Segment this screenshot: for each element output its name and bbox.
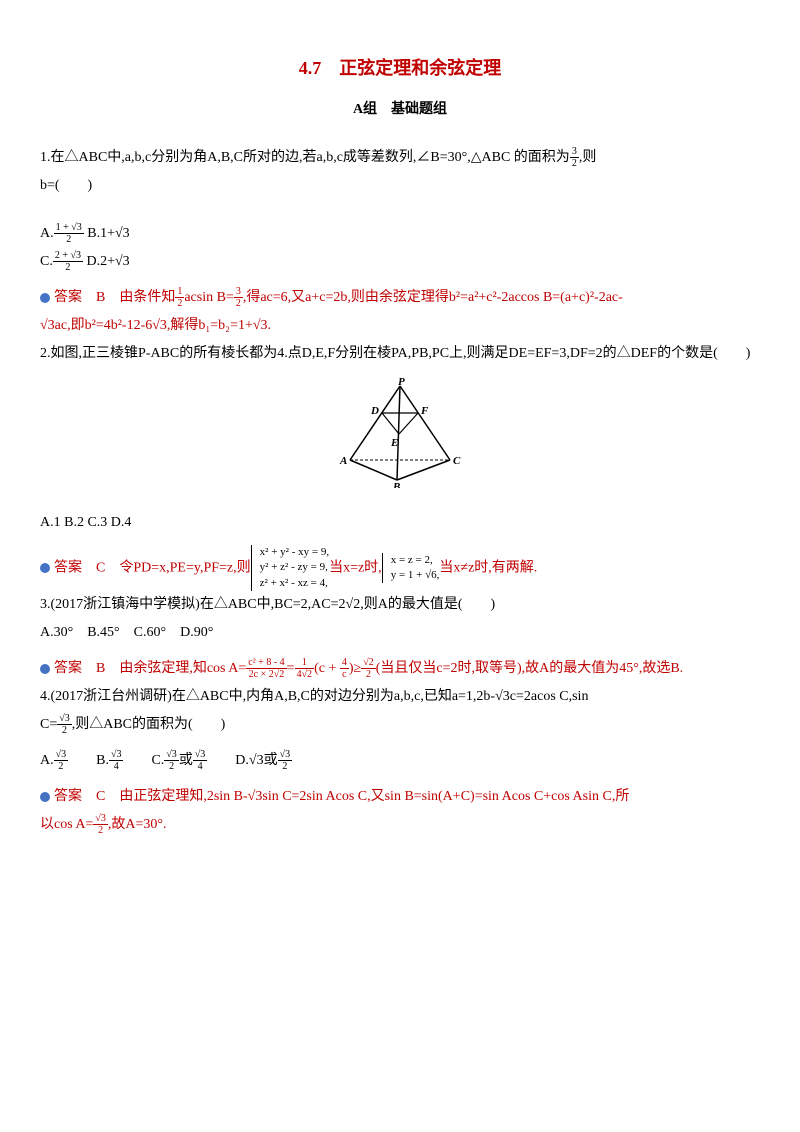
a3-label: 答案 B — [54, 661, 105, 676]
a3-frac1: c² + 8 - 42c × 2√2 — [246, 657, 286, 680]
a3-frac2: 14√2 — [295, 657, 315, 680]
a2-cases-2: x = z = 2,y = 1 + √6, — [382, 553, 440, 584]
q4-text-b: C= — [40, 717, 57, 732]
a4-frac: √32 — [93, 813, 108, 836]
a2-text-a: 令PD=x,PE=y,PF=z,则 — [105, 560, 250, 575]
question-4: 4.(2017浙江台州调研)在△ABC中,内角A,B,C的对边分别为a,b,c,… — [40, 683, 760, 775]
q2-options: A.1 B.2 C.3 D.4 — [40, 509, 760, 537]
bullet-icon — [40, 664, 50, 674]
svg-text:B: B — [392, 481, 400, 488]
answer-2: 答案 C 令PD=x,PE=y,PF=z,则x² + y² - xy = 9,y… — [40, 545, 760, 591]
a2-cases-1: x² + y² - xy = 9,y² + z² - zy = 9,z² + x… — [251, 545, 329, 591]
q1-text-b: ,则 — [579, 150, 597, 165]
question-3: 3.(2017浙江镇海中学模拟)在△ABC中,BC=2,AC=2√2,则A的最大… — [40, 591, 760, 647]
q4-text-a: 4.(2017浙江台州调研)在△ABC中,内角A,B,C的对边分别为a,b,c,… — [40, 683, 760, 711]
svg-text:D: D — [370, 405, 379, 417]
q1-options: A.1 + √32 B.1+√3 C.2 + √32 D.2+√3 — [40, 220, 760, 276]
a3-text-c: (c + — [314, 661, 340, 676]
a2-label: 答案 C — [54, 560, 105, 575]
a1-text-b: acsin B= — [184, 290, 234, 305]
q1-optB: B.1+√3 — [84, 226, 130, 241]
a1-text-a: 由条件知 — [105, 290, 175, 305]
a2-text-b: 当x=z时, — [329, 560, 382, 575]
q4-text-c: ,则△ABC的面积为( ) — [72, 717, 226, 732]
a2-text-c: 当x≠z时,有两解. — [439, 560, 537, 575]
a1-text-c: ,得ac=6,又a+c=2b,则由余弦定理得b²=a²+c²-2accos B=… — [243, 290, 623, 305]
q1-text-a: 1.在△ABC中,a,b,c分别为角A,B,C所对的边,若a,b,c成等差数列,… — [40, 150, 570, 165]
svg-text:P: P — [398, 378, 405, 388]
q1-frac: 32 — [570, 146, 579, 169]
section-subtitle: A组 基础题组 — [40, 96, 760, 124]
question-1: 1.在△ABC中,a,b,c分别为角A,B,C所对的边,若a,b,c成等差数列,… — [40, 144, 760, 200]
answer-1: 答案 B 由条件知12acsin B=32,得ac=6,又a+c=2b,则由余弦… — [40, 284, 760, 340]
q1-optA-pre: A. — [40, 226, 54, 241]
a4-text-c: ,故A=30°. — [108, 817, 167, 832]
q1-optA-frac: 1 + √32 — [54, 222, 84, 245]
a3-text-d: )≥ — [349, 661, 361, 676]
a3-text-b: = — [287, 661, 295, 676]
a4-label: 答案 C — [54, 789, 105, 804]
q1-optD: D.2+√3 — [83, 254, 130, 269]
answer-3: 答案 B 由余弦定理,知cos A=c² + 8 - 42c × 2√2=14√… — [40, 655, 760, 683]
svg-text:A: A — [339, 455, 347, 467]
a1-frac2: 32 — [234, 286, 243, 309]
q4-frac: √32 — [57, 713, 72, 736]
pyramid-diagram: P A B C D E F — [40, 378, 760, 499]
q3-options: A.30° B.45° C.60° D.90° — [40, 619, 760, 647]
a1-text-d: √3ac,即b²=4b²-12-6√3,解得b₁=b₂=1+√3. — [40, 312, 760, 340]
svg-text:F: F — [420, 405, 429, 417]
answer-4: 答案 C 由正弦定理知,2sin B-√3sin C=2sin Acos C,又… — [40, 783, 760, 839]
question-2: 2.如图,正三棱锥P-ABC的所有棱长都为4.点D,E,F分别在棱PA,PB,P… — [40, 340, 760, 368]
q4-options: A.√32 B.√34 C.√32或√34 D.√3或√32 — [40, 747, 760, 775]
bullet-icon — [40, 563, 50, 573]
q3-text-a: 3.(2017浙江镇海中学模拟)在△ABC中,BC=2,AC=2√2,则A的最大… — [40, 591, 760, 619]
q1-optC-frac: 2 + √32 — [53, 250, 83, 273]
a1-frac1: 12 — [175, 286, 184, 309]
a4-text-a: 由正弦定理知,2sin B-√3sin C=2sin Acos C,又sin B… — [105, 789, 629, 804]
svg-text:C: C — [453, 455, 461, 467]
a1-label: 答案 B — [54, 290, 105, 305]
q1-optC-pre: C. — [40, 254, 53, 269]
q1-text-c: b=( ) — [40, 172, 760, 200]
svg-text:E: E — [390, 437, 398, 449]
a4-text-b: 以cos A= — [40, 817, 93, 832]
page-title: 4.7 正弦定理和余弦定理 — [40, 50, 760, 86]
a3-text-a: 由余弦定理,知cos A= — [105, 661, 246, 676]
a3-text-e: (当且仅当c=2时,取等号),故A的最大值为45°,故选B. — [376, 661, 683, 676]
bullet-icon — [40, 792, 50, 802]
bullet-icon — [40, 293, 50, 303]
a3-frac4: √22 — [361, 657, 376, 680]
a3-frac3: 4c — [340, 657, 349, 680]
q2-text-a: 2.如图,正三棱锥P-ABC的所有棱长都为4.点D,E,F分别在棱PA,PB,P… — [40, 340, 760, 368]
